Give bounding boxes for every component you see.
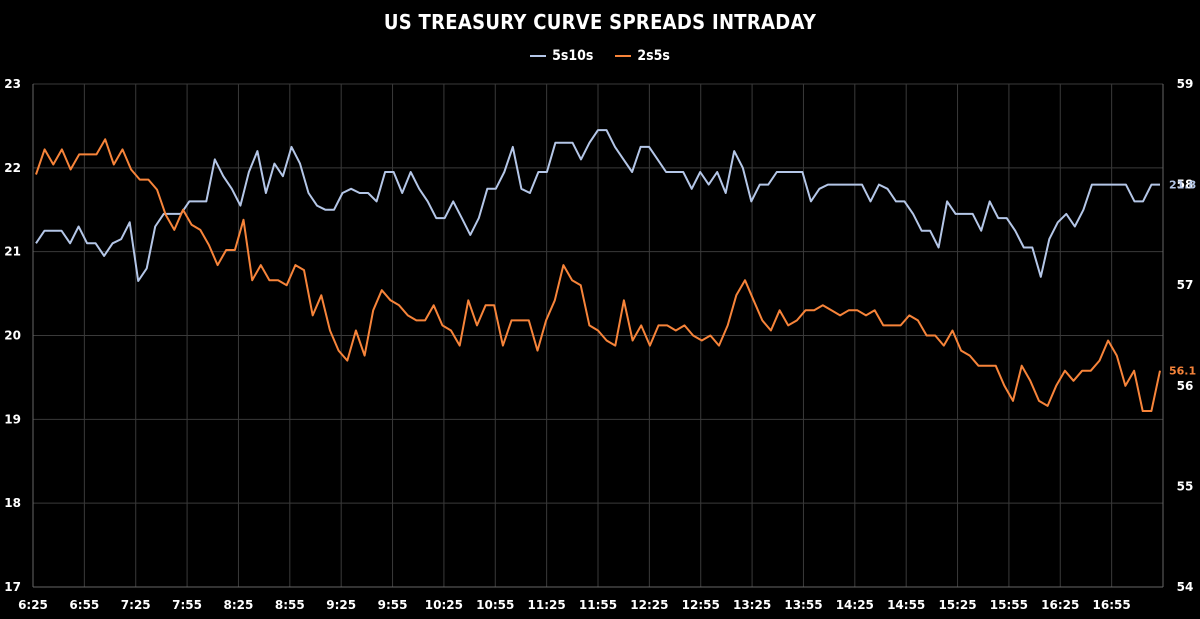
axes xyxy=(32,84,1164,588)
last-value-label-5s10s: 21.8 xyxy=(1169,179,1196,192)
x-tick-label: 12:55 xyxy=(682,598,720,612)
legend: 5s10s 2s5s xyxy=(0,48,1200,64)
x-tick-label: 11:55 xyxy=(579,598,617,612)
y-right-tick-label: 55 xyxy=(1177,479,1194,493)
x-tick-label: 14:25 xyxy=(836,598,874,612)
grid xyxy=(32,83,1164,588)
x-tick-label: 12:25 xyxy=(630,598,668,612)
x-tick-label: 15:55 xyxy=(990,598,1028,612)
y-left-tick-label: 19 xyxy=(4,412,21,426)
x-tick-label: 9:55 xyxy=(378,598,408,612)
series-line-2s5s xyxy=(35,138,1161,412)
legend-item-5s10s[interactable]: 5s10s xyxy=(530,48,593,64)
x-tick-label: 9:25 xyxy=(326,598,356,612)
y-right-tick-label: 57 xyxy=(1177,278,1194,292)
y-left-tick-label: 22 xyxy=(4,161,21,175)
x-tick-label: 13:55 xyxy=(784,598,822,612)
x-tick-label: 6:55 xyxy=(69,598,99,612)
legend-label-5s10s: 5s10s xyxy=(552,48,594,64)
x-tick-label: 11:25 xyxy=(528,598,566,612)
x-tick-label: 14:55 xyxy=(887,598,925,612)
legend-swatch-5s10s xyxy=(530,55,547,57)
x-tick-label: 15:25 xyxy=(938,598,976,612)
chart-title: US TREASURY CURVE SPREADS INTRADAY xyxy=(383,10,817,34)
y-left-tick-label: 21 xyxy=(4,245,21,259)
legend-item-2s5s[interactable]: 2s5s xyxy=(615,48,670,64)
x-tick-label: 7:25 xyxy=(121,598,151,612)
y-left-tick-label: 20 xyxy=(4,329,21,343)
x-tick-label: 10:55 xyxy=(476,598,514,612)
y-left-tick-label: 18 xyxy=(4,496,21,510)
y-right-tick-label: 56 xyxy=(1177,379,1194,393)
legend-label-2s5s: 2s5s xyxy=(637,48,670,64)
x-tick-label: 13:25 xyxy=(733,598,771,612)
x-tick-label: 6:25 xyxy=(18,598,48,612)
x-tick-label: 16:25 xyxy=(1041,598,1079,612)
last-value-label-2s5s: 56.1 xyxy=(1169,365,1196,378)
series-line-5s10s xyxy=(35,129,1160,282)
x-tick-label: 16:55 xyxy=(1093,598,1131,612)
x-tick-label: 8:55 xyxy=(275,598,305,612)
x-tick-label: 8:25 xyxy=(224,598,254,612)
y-left-tick-label: 17 xyxy=(4,580,21,594)
y-right-tick-label: 58 xyxy=(1177,178,1194,192)
x-tick-label: 10:25 xyxy=(425,598,463,612)
y-left-tick-label: 23 xyxy=(4,77,21,91)
x-tick-label: 7:55 xyxy=(172,598,202,612)
tick-labels: 6:25 6:55 7:25 7:55 8:25 8:55 9:25 9:55 10:25 10:… xyxy=(4,77,1196,612)
y-right-tick-label: 59 xyxy=(1177,77,1194,91)
y-right-tick-label: 54 xyxy=(1177,580,1194,594)
series-lines xyxy=(35,129,1161,412)
legend-swatch-2s5s xyxy=(615,55,632,57)
